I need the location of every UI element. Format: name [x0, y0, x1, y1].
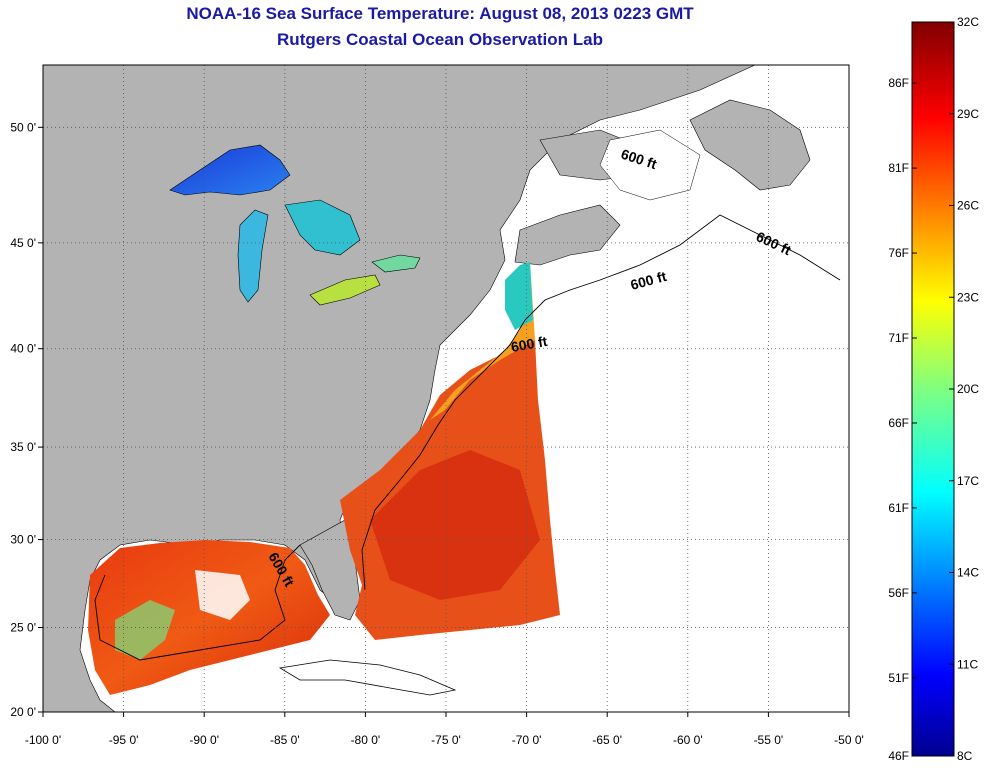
lake-ontario — [371, 254, 421, 273]
isobath-600ft-gulf — [94, 544, 301, 661]
isobath-600ft-line — [361, 214, 841, 591]
colorbar-f-label: 56F — [888, 586, 909, 600]
latitude-axis: 20 0' 25 0' 30 0' 35 0' 40 0' 45 0' 50 0' — [10, 120, 43, 719]
gulf-st-lawrence — [599, 129, 701, 201]
colorbar-ticks: 32C 29C 26C 23C 20C 17C 14C 11C 8C 86F 81F 76F 71F 66… — [888, 15, 979, 763]
longitude-axis: -100 0' -95 0' -90 0' -85 0' -80 0' -75 0' -70… — [25, 712, 864, 747]
sst-gulf-gap — [195, 570, 250, 620]
map-subtitle: Rutgers Coastal Ocean Observation Lab — [277, 30, 603, 49]
land-maritimes — [514, 204, 621, 266]
lat-tick-label: 50 0' — [10, 120, 36, 134]
lon-tick-label: -65 0' — [592, 733, 622, 747]
colorbar-c-label: 26C — [957, 199, 979, 213]
colorbar-c-label: 29C — [957, 107, 979, 121]
colorbar-f-label: 61F — [888, 501, 909, 515]
colorbar-c-label: 17C — [957, 474, 979, 488]
sst-gulf-cool-patch — [115, 600, 175, 660]
lon-tick-label: -95 0' — [109, 733, 139, 747]
lake-michigan — [237, 209, 269, 303]
colorbar-c-label: 23C — [957, 290, 979, 304]
sst-atlantic-warm — [370, 450, 540, 600]
colorbar-c-label: 8C — [957, 749, 973, 763]
lon-tick-label: -55 0' — [754, 733, 784, 747]
lon-tick-label: -70 0' — [512, 733, 542, 747]
sst-gulf-of-mexico — [88, 540, 330, 695]
sst-gulf-of-maine — [505, 262, 533, 330]
colorbar-f-label: 66F — [888, 416, 909, 430]
lon-tick-label: -90 0' — [189, 733, 219, 747]
lon-tick-label: -50 0' — [834, 733, 864, 747]
colorbar-f-label: 81F — [888, 161, 909, 175]
lat-tick-label: 40 0' — [10, 342, 36, 356]
colorbar-c-label: 11C — [957, 657, 978, 671]
colorbar-c-label: 20C — [957, 382, 979, 396]
colorbar-f-label: 51F — [888, 671, 909, 685]
lat-tick-label: 20 0' — [10, 705, 36, 719]
lon-tick-label: -80 0' — [351, 733, 381, 747]
land-newfoundland — [689, 99, 811, 191]
map-title: NOAA-16 Sea Surface Temperature: August … — [186, 4, 694, 23]
colorbar — [911, 21, 955, 757]
lon-tick-label: -100 0' — [25, 733, 61, 747]
lat-tick-label: 45 0' — [10, 236, 36, 250]
lon-tick-label: -75 0' — [431, 733, 461, 747]
lake-superior — [169, 144, 291, 196]
lon-tick-label: -85 0' — [270, 733, 300, 747]
lat-tick-label: 35 0' — [10, 440, 36, 454]
lat-tick-label: 25 0' — [10, 621, 36, 635]
colorbar-c-label: 14C — [957, 566, 979, 580]
lake-erie — [309, 274, 381, 306]
land-north-america — [43, 65, 756, 712]
colorbar-f-label: 76F — [888, 246, 909, 260]
colorbar-f-label: 71F — [888, 331, 909, 345]
isobath-label-4: 600 ft — [510, 333, 549, 355]
colorbar-f-label: 46F — [888, 749, 909, 763]
lake-huron — [284, 199, 361, 256]
land-cuba — [278, 659, 457, 696]
colorbar-c-label: 32C — [957, 15, 979, 29]
lon-tick-label: -60 0' — [673, 733, 703, 747]
colorbar-f-label: 86F — [888, 76, 909, 90]
lat-tick-label: 30 0' — [10, 533, 36, 547]
